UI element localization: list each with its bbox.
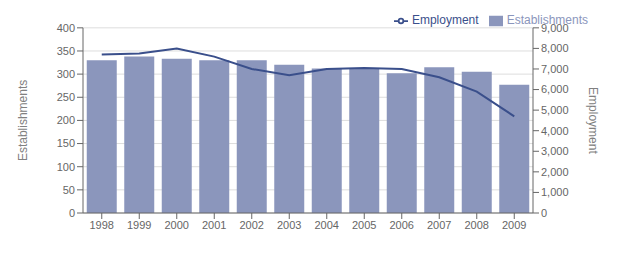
svg-text:1998: 1998 — [90, 219, 114, 231]
svg-text:400: 400 — [57, 22, 75, 34]
svg-text:Employment: Employment — [586, 87, 600, 154]
svg-text:2007: 2007 — [427, 219, 451, 231]
svg-text:2001: 2001 — [202, 219, 226, 231]
svg-text:3,000: 3,000 — [541, 145, 569, 157]
svg-text:350: 350 — [57, 45, 75, 57]
svg-text:2002: 2002 — [240, 219, 264, 231]
svg-text:2009: 2009 — [502, 219, 526, 231]
svg-text:2006: 2006 — [390, 219, 414, 231]
svg-text:2000: 2000 — [165, 219, 189, 231]
svg-text:2008: 2008 — [465, 219, 489, 231]
svg-text:200: 200 — [57, 114, 75, 126]
svg-text:1,000: 1,000 — [541, 186, 569, 198]
svg-text:100: 100 — [57, 161, 75, 173]
svg-text:150: 150 — [57, 137, 75, 149]
svg-text:300: 300 — [57, 68, 75, 80]
svg-text:2003: 2003 — [277, 219, 301, 231]
svg-text:2004: 2004 — [315, 219, 339, 231]
svg-text:6,000: 6,000 — [541, 83, 569, 95]
svg-text:2005: 2005 — [352, 219, 376, 231]
svg-text:0: 0 — [541, 207, 547, 219]
svg-text:8,000: 8,000 — [541, 42, 569, 54]
svg-text:250: 250 — [57, 91, 75, 103]
svg-text:Establishments: Establishments — [16, 80, 30, 161]
svg-text:1999: 1999 — [127, 219, 151, 231]
svg-text:5,000: 5,000 — [541, 104, 569, 116]
svg-text:4,000: 4,000 — [541, 125, 569, 137]
svg-text:0: 0 — [69, 207, 75, 219]
svg-text:2,000: 2,000 — [541, 166, 569, 178]
svg-text:50: 50 — [63, 184, 75, 196]
svg-text:9,000: 9,000 — [541, 22, 569, 34]
svg-text:7,000: 7,000 — [541, 63, 569, 75]
